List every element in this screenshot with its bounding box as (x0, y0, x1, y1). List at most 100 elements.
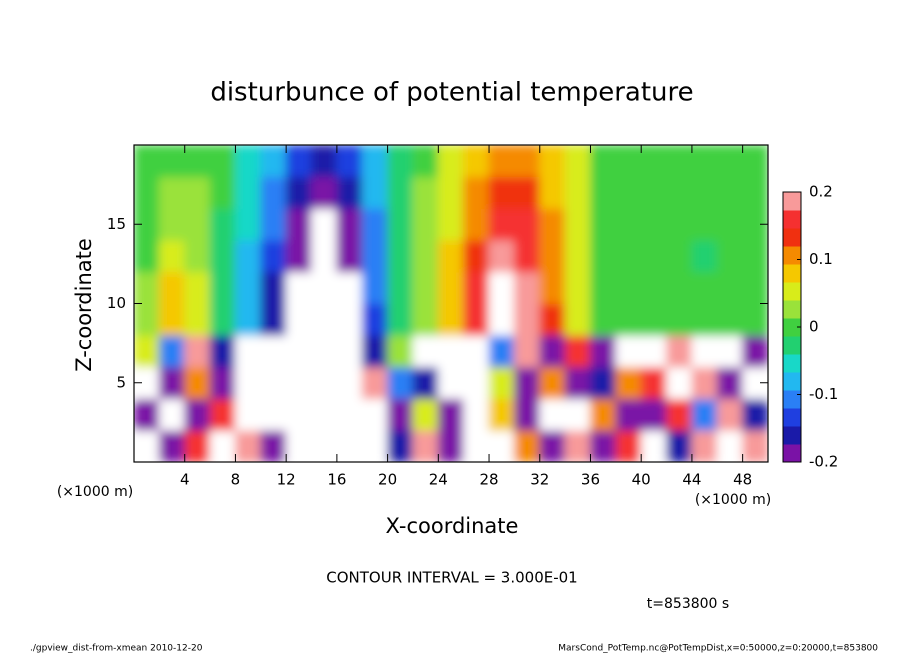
cell (716, 176, 744, 209)
cell (311, 271, 338, 304)
cell (463, 429, 490, 462)
cell (742, 334, 768, 368)
cell (134, 239, 160, 273)
cell (260, 207, 287, 241)
cell (640, 366, 668, 400)
cell (260, 145, 287, 178)
cell (691, 145, 718, 178)
chart-title: disturbunce of potential temperature (210, 78, 693, 108)
cell (285, 398, 313, 431)
cell (158, 176, 186, 209)
cell (564, 429, 591, 462)
colorbar-tick-label: 0.2 (809, 183, 833, 201)
cell (463, 176, 490, 209)
cell (209, 271, 236, 304)
cell (387, 398, 414, 431)
cell (336, 176, 363, 209)
y-tick-label: 15 (107, 215, 126, 233)
cell (564, 239, 591, 273)
colorbar-swatch (783, 210, 801, 229)
cell (589, 429, 617, 462)
cell (716, 398, 744, 431)
cell (615, 176, 642, 209)
cell (437, 145, 465, 178)
cell (285, 303, 313, 336)
cell (412, 271, 439, 304)
cell (260, 366, 287, 400)
cell (539, 334, 566, 368)
x-tick-label: 8 (231, 471, 241, 489)
colorbar-swatch (783, 390, 801, 409)
cell (564, 271, 591, 304)
cell (209, 176, 236, 209)
cell (311, 334, 338, 368)
cell (158, 145, 186, 178)
cell (615, 271, 642, 304)
cell (539, 145, 566, 178)
colorbar-swatch (783, 354, 801, 373)
x-tick-label: 4 (180, 471, 190, 489)
cell (260, 239, 287, 273)
cell (260, 429, 287, 462)
y-tick-label: 10 (107, 294, 126, 312)
x-tick-label: 32 (530, 471, 549, 489)
cell (311, 366, 338, 400)
field (134, 145, 768, 462)
cell (615, 145, 642, 178)
colorbar-swatch (783, 318, 801, 337)
cell (640, 176, 668, 209)
cell (742, 429, 768, 462)
cell (260, 334, 287, 368)
cell (539, 176, 566, 209)
cell (539, 366, 566, 400)
cell (463, 366, 490, 400)
cell (564, 303, 591, 336)
cell (184, 239, 211, 273)
cell (336, 334, 363, 368)
cell (716, 207, 744, 241)
cell (564, 334, 591, 368)
cell (311, 176, 338, 209)
y-axis-label: Z-coordinate (72, 238, 96, 372)
cell (716, 366, 744, 400)
x-tick-label: 16 (327, 471, 346, 489)
cell (285, 145, 313, 178)
cell (260, 303, 287, 336)
cell (184, 398, 211, 431)
cell (488, 271, 515, 304)
cell (387, 429, 414, 462)
cell (589, 176, 617, 209)
cell (285, 176, 313, 209)
cell (158, 398, 186, 431)
colorbar-swatch (783, 426, 801, 445)
cell (463, 334, 490, 368)
cell (437, 334, 465, 368)
cell (361, 271, 389, 304)
cell (488, 239, 515, 273)
colorbar-swatch (783, 444, 801, 463)
cell (691, 271, 718, 304)
colorbar-swatch (783, 264, 801, 283)
cell (158, 271, 186, 304)
cell (589, 271, 617, 304)
cell (361, 145, 389, 178)
cell (691, 176, 718, 209)
cell (412, 145, 439, 178)
cell (437, 271, 465, 304)
cell (285, 334, 313, 368)
cell (387, 239, 414, 273)
cell (336, 303, 363, 336)
cell (311, 145, 338, 178)
time-label: t=853800 s (647, 596, 729, 612)
colorbar-tick-label: -0.2 (809, 453, 838, 471)
cell (234, 398, 262, 431)
cell (412, 334, 439, 368)
cell (539, 303, 566, 336)
cell (666, 398, 693, 431)
cell (691, 334, 718, 368)
cell (361, 239, 389, 273)
cell (158, 429, 186, 462)
cell (691, 429, 718, 462)
cell (539, 429, 566, 462)
cell (437, 239, 465, 273)
